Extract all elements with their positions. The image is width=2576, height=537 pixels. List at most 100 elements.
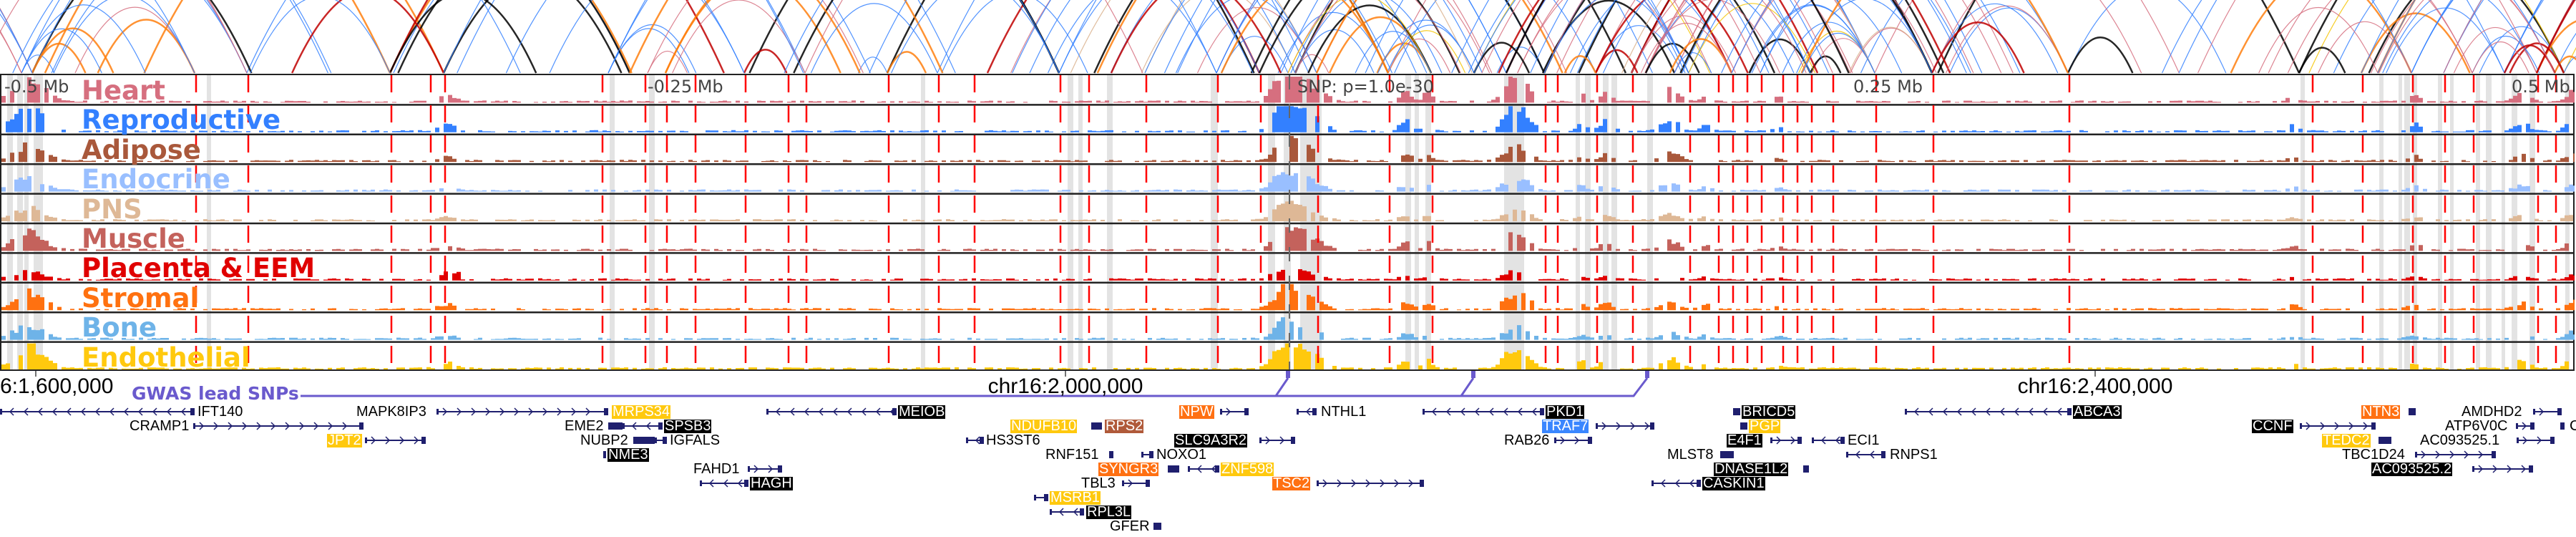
gene-label[interactable]: EME2 [565,417,604,434]
gene-label[interactable]: MRPS34 [612,403,671,420]
gene-model-hagh[interactable] [700,479,748,488]
gene-model-ccnf[interactable] [2300,422,2376,430]
gene-model-atp6v0c[interactable] [2516,422,2534,430]
gene-model-hs3st6[interactable] [966,436,984,445]
gene-model-tsc2[interactable] [1317,479,1424,488]
gene-label[interactable]: TSC2 [1272,475,1311,491]
gene-label[interactable]: PGP [1749,417,1781,434]
gene-model-meiob[interactable] [766,407,897,416]
gene-label[interactable]: FAHD1 [693,460,740,477]
gene-label[interactable]: AC093525.2 [2371,460,2453,477]
gene-model-caskin1[interactable] [1652,479,1701,488]
exon [1153,523,1161,530]
gene-model-slc9a3r2[interactable] [1259,436,1295,445]
gene-label[interactable]: ECI1 [1848,432,1880,448]
gene-model-eci1[interactable] [1812,436,1845,445]
gene-label[interactable]: HAGH [750,475,793,491]
gene-model-rab26[interactable] [1554,436,1592,445]
gene-label[interactable]: SPSB3 [664,417,712,434]
gene-model-mapk8ip3[interactable] [436,407,608,416]
gene-label[interactable]: NUBP2 [580,432,628,448]
gene-label[interactable]: TEDC2 [2322,432,2371,448]
gene-label[interactable]: HS3ST6 [986,432,1040,448]
gene-model-msrb1[interactable] [1034,494,1048,501]
gene-label[interactable]: AC093525.1 [2420,432,2500,448]
gene-label[interactable]: RNPS1 [1890,446,1938,463]
gene-model-eme2[interactable] [608,422,623,430]
gene-model-tedc2[interactable] [2379,437,2391,444]
gene-label[interactable]: IGFALS [670,432,721,448]
gene-model-mlst8[interactable] [1720,451,1734,458]
gene-model-e4f1[interactable] [1770,436,1802,445]
gene-model-nthl1[interactable] [1297,407,1317,416]
gene-model-ndufb10[interactable] [1091,422,1102,430]
gene-label[interactable]: AMDHD2 [2462,403,2522,420]
gene-model-abca3[interactable] [1905,407,2072,416]
gene-label[interactable]: CASKIN1 [1702,475,1765,491]
gene-model-noxo1[interactable] [1141,451,1153,458]
gene-label[interactable]: NDUFB10 [1010,417,1078,434]
gene-label[interactable]: NME3 [608,446,649,463]
gene-model-traf7[interactable] [1596,422,1654,430]
gene-label[interactable]: PKD1 [1546,403,1585,420]
gene-label[interactable]: NTN3 [2361,403,2401,420]
gene-label[interactable]: DNASE1L2 [1714,460,1789,477]
gene-model-pkd1[interactable] [1423,407,1544,416]
gene-label[interactable]: MAPK8IP3 [356,403,426,420]
gene-label[interactable]: TRAF7 [1542,417,1589,434]
gene-model-pgp[interactable] [1740,422,1747,430]
gene-label[interactable]: TBC1D24 [2342,446,2405,463]
gene-model-igfals[interactable] [655,437,667,444]
gene-model-syngr3[interactable] [1168,465,1179,473]
gene-label[interactable]: IFT140 [197,403,243,420]
gene-label[interactable]: TBL3 [1081,475,1116,491]
gene-label[interactable]: ABCA3 [2073,403,2122,420]
gene-label[interactable]: E4F1 [1727,432,1762,448]
gene-label[interactable]: SLC9A3R2 [1174,432,1248,448]
gene-model-ac093525-2[interactable] [2472,465,2533,473]
gene-label[interactable]: JPT2 [327,432,362,448]
gene-label[interactable]: ZNF598 [1221,460,1274,477]
gene-label[interactable]: BRICD5 [1742,403,1796,420]
gene-label[interactable]: NTHL1 [1321,403,1367,420]
gene-label[interactable]: RNF151 [1045,446,1099,463]
gene-label[interactable]: GFER [1110,518,1150,534]
gene-model-c[interactable] [2560,422,2565,430]
gene-label[interactable]: NPW [1179,403,1214,420]
gene-model-spsb3[interactable] [623,422,663,430]
gene-model-fahd1[interactable] [748,465,782,473]
gene-label[interactable]: RPL3L [1086,503,1132,520]
gene-model-bricd5[interactable] [1733,408,1740,415]
gene-model-znf598[interactable] [1188,465,1219,473]
gene-model-gfer[interactable] [1153,523,1161,530]
gene-label[interactable]: ATP6V0C [2445,417,2508,434]
gene-label[interactable]: SYNGR3 [1098,460,1159,477]
gene-model-npw[interactable] [1220,407,1249,416]
gene-model-ift140[interactable] [0,407,195,416]
gene-label[interactable]: CRAMP1 [130,417,190,434]
gene-model-ac093525-1[interactable] [2517,436,2555,445]
gene-label[interactable]: NOXO1 [1156,446,1207,463]
gene-label[interactable]: C [2570,417,2576,434]
gene-model-amdhd2[interactable] [2533,407,2562,416]
gene-model-nme3[interactable] [603,451,606,458]
gene-model-tbc1d24[interactable] [2415,450,2496,459]
exon [1109,451,1113,458]
gene-label[interactable]: MSRB1 [1050,489,1101,505]
exon [1291,437,1295,444]
gene-label[interactable]: RAB26 [1504,432,1550,448]
gene-model-jpt2[interactable] [365,436,426,445]
gene-model-nubp2[interactable] [633,437,655,444]
gene-label[interactable]: CCNF [2252,417,2293,434]
gene-model-cramp1[interactable] [193,422,364,430]
gene-label[interactable]: MEIOB [898,403,946,420]
gene-model-dnase1l2[interactable] [1803,465,1809,473]
gene-model-tbl3[interactable] [1122,479,1150,488]
loop-arc [505,0,745,74]
gene-model-ntn3[interactable] [2409,408,2416,415]
gene-model-rnf151[interactable] [1109,451,1113,458]
gene-label[interactable]: RPS2 [1105,417,1144,434]
gene-label[interactable]: MLST8 [1667,446,1714,463]
gene-model-rpl3l[interactable] [1050,508,1084,516]
gene-model-rnps1[interactable] [1846,450,1885,459]
